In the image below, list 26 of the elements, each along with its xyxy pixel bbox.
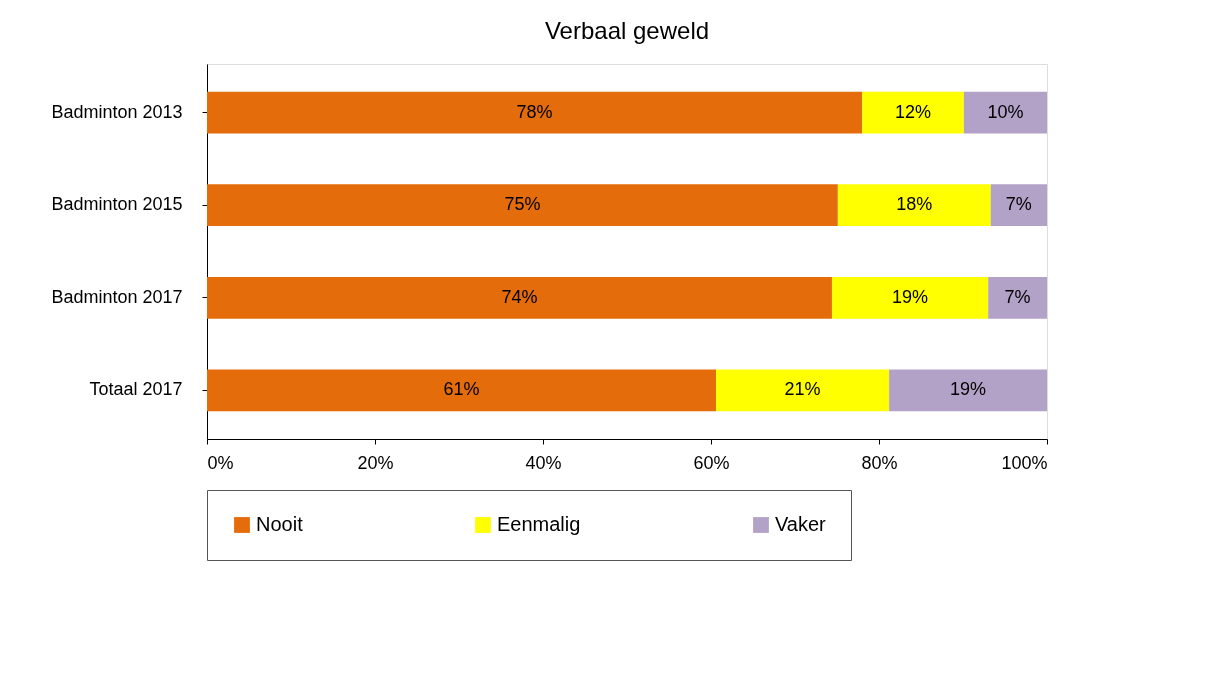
- y-tick-label: Badminton 2013: [51, 101, 183, 122]
- legend-label: Eenmalig: [497, 513, 581, 535]
- x-tick-label: 40%: [525, 452, 562, 473]
- x-tick-label: 20%: [357, 452, 394, 473]
- x-tick-label: 80%: [861, 452, 898, 473]
- x-tick-label: 60%: [693, 452, 730, 473]
- data-label: 12%: [895, 101, 932, 122]
- data-label: 75%: [504, 194, 541, 215]
- chart-title: Verbaal geweld: [544, 17, 710, 44]
- legend-label: Vaker: [775, 513, 827, 535]
- data-label: 18%: [896, 194, 933, 215]
- data-label: 19%: [950, 379, 987, 400]
- data-label: 21%: [784, 379, 821, 400]
- legend-label: Nooit: [256, 513, 304, 535]
- data-label: 19%: [892, 286, 929, 307]
- data-label: 10%: [987, 101, 1024, 122]
- data-label: 7%: [1005, 194, 1032, 215]
- x-tick-label: 100%: [1001, 452, 1048, 473]
- data-label: 78%: [516, 101, 553, 122]
- y-tick-label: Totaal 2017: [89, 379, 183, 400]
- data-label: 74%: [501, 286, 538, 307]
- data-label: 7%: [1004, 286, 1031, 307]
- y-tick-label: Badminton 2015: [51, 194, 183, 215]
- data-label: 61%: [443, 379, 480, 400]
- y-tick-label: Badminton 2017: [51, 286, 183, 307]
- x-tick-label: 0%: [207, 452, 234, 473]
